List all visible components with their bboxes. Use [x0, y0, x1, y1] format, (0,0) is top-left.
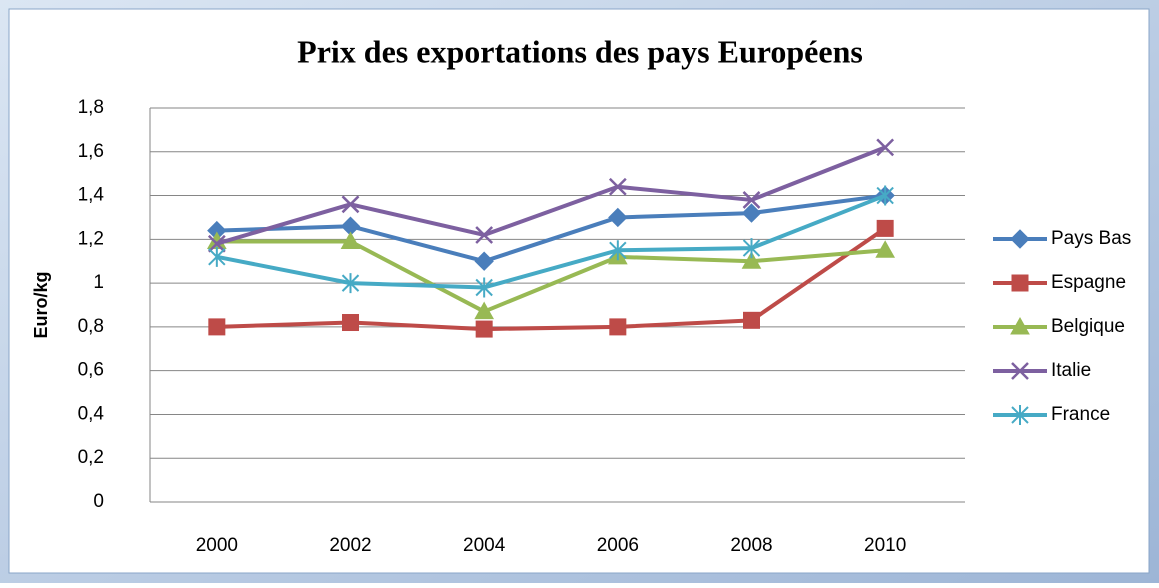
y-tick-label: 1 [93, 272, 104, 293]
marker [340, 231, 361, 250]
x-tick-label: 2000 [196, 535, 238, 556]
x-tick-label: 2002 [329, 535, 371, 556]
legend-marker [1011, 405, 1029, 425]
marker [608, 177, 627, 196]
marker [876, 185, 894, 206]
marker [742, 191, 761, 209]
chart-area [8, 8, 1150, 574]
marker [741, 203, 762, 223]
series-line [216, 193, 886, 264]
legend-label: Belgique [1051, 316, 1125, 337]
marker [743, 311, 760, 329]
marker [207, 234, 226, 253]
legend-marker [1011, 362, 1029, 380]
marker [341, 195, 360, 214]
y-tick-label: 0,8 [78, 316, 104, 337]
marker [609, 240, 627, 261]
marker [474, 251, 494, 271]
legend-label: Espagne [1051, 272, 1126, 293]
marker [876, 138, 895, 157]
y-tick-label: 1,6 [78, 141, 104, 162]
series-line [216, 145, 886, 246]
legend-label: France [1051, 404, 1110, 425]
legend-marker [1011, 274, 1029, 292]
y-axis-label: Euro/kg [31, 271, 51, 338]
y-tick-label: 1,2 [78, 228, 104, 249]
marker [876, 219, 894, 237]
marker [475, 226, 494, 244]
y-tick-label: 0,2 [78, 447, 104, 468]
x-tick-label: 2004 [463, 535, 506, 556]
x-tick-label: 2010 [864, 535, 906, 556]
marker [208, 246, 226, 267]
marker [475, 320, 493, 338]
legend-label: Italie [1051, 360, 1091, 381]
x-tick-label: 2006 [597, 535, 639, 556]
series-line [216, 193, 886, 290]
marker [208, 318, 226, 336]
legend-marker [1010, 229, 1030, 249]
marker [608, 207, 628, 228]
marker [475, 277, 493, 298]
marker [342, 314, 359, 332]
marker [474, 301, 495, 320]
marker [341, 273, 360, 294]
y-tick-label: 0 [93, 491, 104, 512]
y-tick-label: 1,8 [78, 97, 104, 118]
legend-label: Pays Bas [1051, 228, 1131, 249]
series-line [216, 226, 887, 332]
chart-title: Prix des exportations des pays Européens [297, 33, 863, 69]
marker [875, 240, 896, 258]
series-line [216, 239, 886, 314]
x-tick-label: 2008 [730, 535, 772, 556]
marker [742, 238, 761, 259]
y-tick-label: 0,6 [78, 360, 104, 381]
y-tick-label: 0,4 [78, 403, 105, 424]
y-tick-label: 1,4 [78, 185, 105, 206]
marker [609, 318, 627, 336]
marker [741, 251, 762, 269]
legend-marker [1010, 316, 1030, 335]
